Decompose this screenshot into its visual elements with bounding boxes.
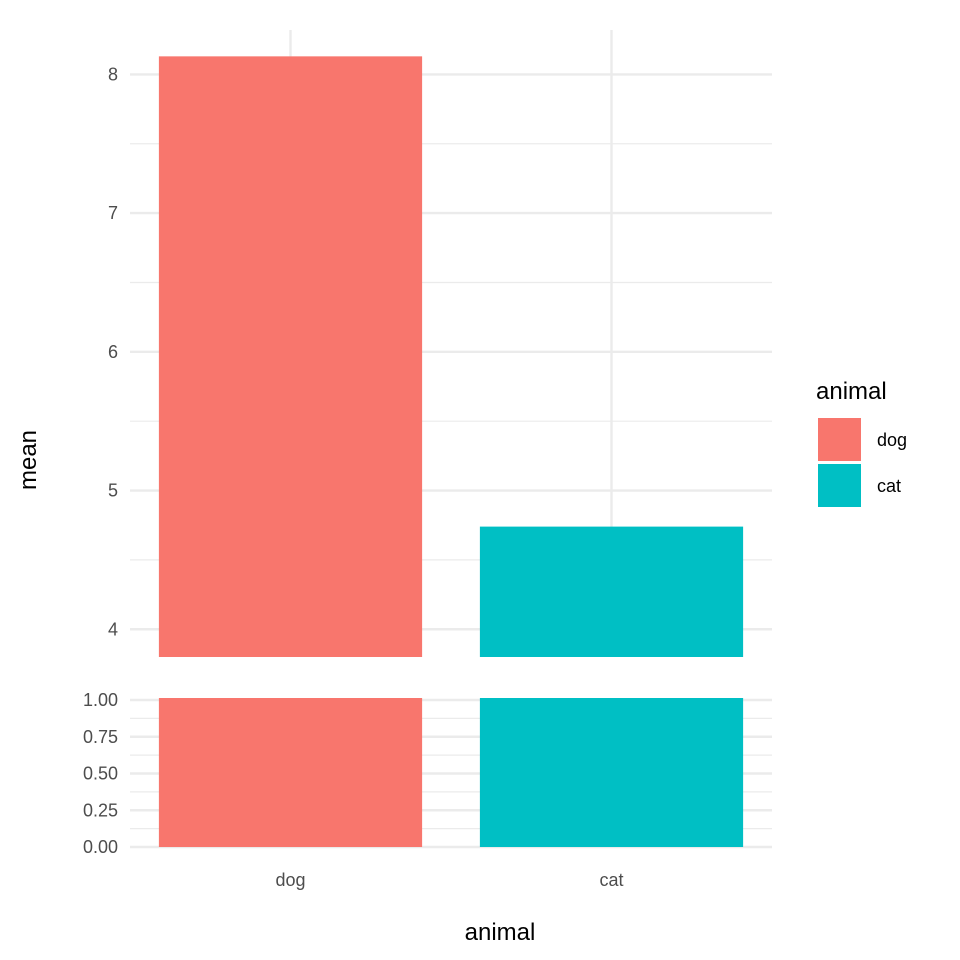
legend-label-cat: cat <box>877 476 901 496</box>
bar-dog-upper <box>158 56 423 657</box>
y-tick-labels: 4 5 6 7 8 0.00 0.25 0.50 0.75 1.00 <box>83 64 118 857</box>
y-tick-label: 5 <box>108 481 118 501</box>
legend-entries: dog cat <box>818 418 907 507</box>
x-axis-title: animal <box>465 919 536 946</box>
legend-title: animal <box>816 378 887 405</box>
y-tick-label: 6 <box>108 342 118 362</box>
y-tick-label: 4 <box>108 619 118 639</box>
y-tick-label: 0.50 <box>83 764 118 784</box>
y-tick-label: 0.00 <box>83 837 118 857</box>
y-tick-label: 1.00 <box>83 690 118 710</box>
x-tick-label-dog: dog <box>275 870 305 890</box>
y-tick-label: 8 <box>108 64 118 84</box>
bar-cat-upper <box>479 526 744 657</box>
bars <box>158 56 744 847</box>
y-tick-label: 0.25 <box>83 800 118 820</box>
legend-label-dog: dog <box>877 430 907 450</box>
x-tick-label-cat: cat <box>599 870 623 890</box>
legend-key-cat <box>818 464 861 507</box>
y-tick-label: 7 <box>108 203 118 223</box>
legend: animal dog cat <box>816 378 907 507</box>
bar-dog-lower <box>158 698 423 847</box>
bar-cat-lower <box>479 698 744 847</box>
x-tick-labels: dog cat <box>275 870 623 890</box>
legend-key-dog <box>818 418 861 461</box>
y-tick-label: 0.75 <box>83 727 118 747</box>
y-axis-title: mean <box>15 430 42 490</box>
